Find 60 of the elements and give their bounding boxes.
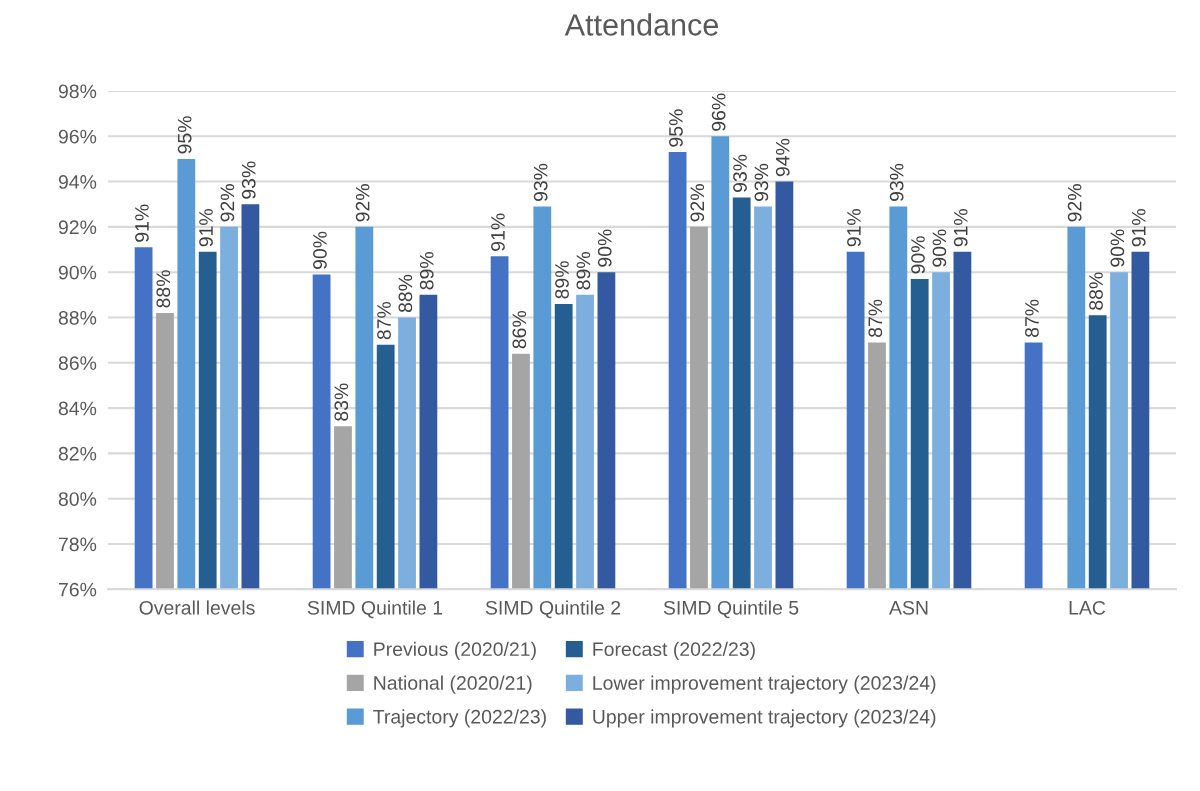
- data-label: 93%: [241, 161, 256, 199]
- y-tick-label: 84%: [58, 401, 97, 416]
- data-label: 92%: [1067, 184, 1082, 222]
- y-tick-label: 88%: [58, 310, 97, 325]
- data-label: 91%: [135, 204, 149, 242]
- data-label: 89%: [576, 252, 591, 290]
- data-label: 89%: [555, 261, 569, 299]
- x-tick-label: SIMD Quintile 5: [663, 600, 799, 619]
- data-label: 93%: [889, 163, 904, 202]
- data-label: 88%: [398, 274, 413, 313]
- y-tick-label: 78%: [58, 537, 97, 552]
- data-label: 87%: [377, 301, 391, 340]
- x-tick-label: SIMD Quintile 2: [485, 600, 621, 619]
- y-tick-label: 92%: [58, 220, 97, 235]
- data-label: 95%: [177, 116, 192, 154]
- data-label: 90%: [1110, 229, 1125, 267]
- data-label: 96%: [711, 93, 726, 131]
- data-label: 91%: [847, 209, 861, 247]
- y-tick-label: 90%: [58, 265, 97, 280]
- data-label: 88%: [156, 270, 171, 308]
- data-label: 87%: [868, 299, 883, 338]
- legend-label: Forecast (2022/23): [593, 641, 755, 660]
- y-tick-label: 96%: [58, 129, 97, 144]
- y-tick-label: 94%: [58, 175, 97, 189]
- data-label: 93%: [754, 163, 769, 202]
- y-tick-label: 98%: [58, 84, 97, 99]
- data-label: 93%: [533, 163, 548, 202]
- data-label: 89%: [419, 252, 434, 290]
- x-tick-label: SIMD Quintile 1: [307, 600, 443, 619]
- data-label: 91%: [953, 209, 968, 247]
- legend-label: Previous (2020/21): [374, 641, 536, 660]
- data-label: 90%: [911, 236, 925, 274]
- data-label: 91%: [491, 213, 505, 251]
- data-label: 92%: [690, 184, 705, 222]
- data-label: 93%: [733, 154, 747, 192]
- chart-title: Attendance: [564, 13, 718, 36]
- data-label: 83%: [334, 383, 349, 421]
- x-tick-label: ASN: [889, 600, 928, 615]
- legend-label: Trajectory (2022/23): [373, 709, 546, 728]
- legend-label: National (2020/21): [374, 675, 532, 694]
- data-label: 90%: [597, 229, 612, 267]
- legend-label: Lower improvement trajectory (2023/24): [593, 675, 936, 694]
- x-tick-label: Overall levels: [139, 600, 255, 615]
- x-tick-label: LAC: [1069, 600, 1106, 615]
- data-label: 92%: [355, 184, 370, 222]
- data-label: 87%: [1025, 299, 1039, 338]
- legend-label: Upper improvement trajectory (2023/24): [593, 709, 936, 728]
- data-label: 92%: [220, 184, 235, 222]
- y-tick-label: 76%: [58, 582, 97, 597]
- data-label: 91%: [199, 209, 213, 247]
- data-label: 95%: [669, 109, 683, 147]
- data-label: 86%: [512, 310, 527, 349]
- data-label: 90%: [932, 229, 947, 267]
- data-label: 90%: [313, 231, 327, 269]
- data-label: 88%: [1089, 272, 1103, 310]
- y-tick-label: 80%: [58, 492, 97, 506]
- y-tick-label: 86%: [58, 356, 97, 371]
- data-label: 91%: [1131, 209, 1146, 247]
- y-tick-label: 82%: [58, 446, 97, 461]
- data-label: 94%: [775, 138, 790, 177]
